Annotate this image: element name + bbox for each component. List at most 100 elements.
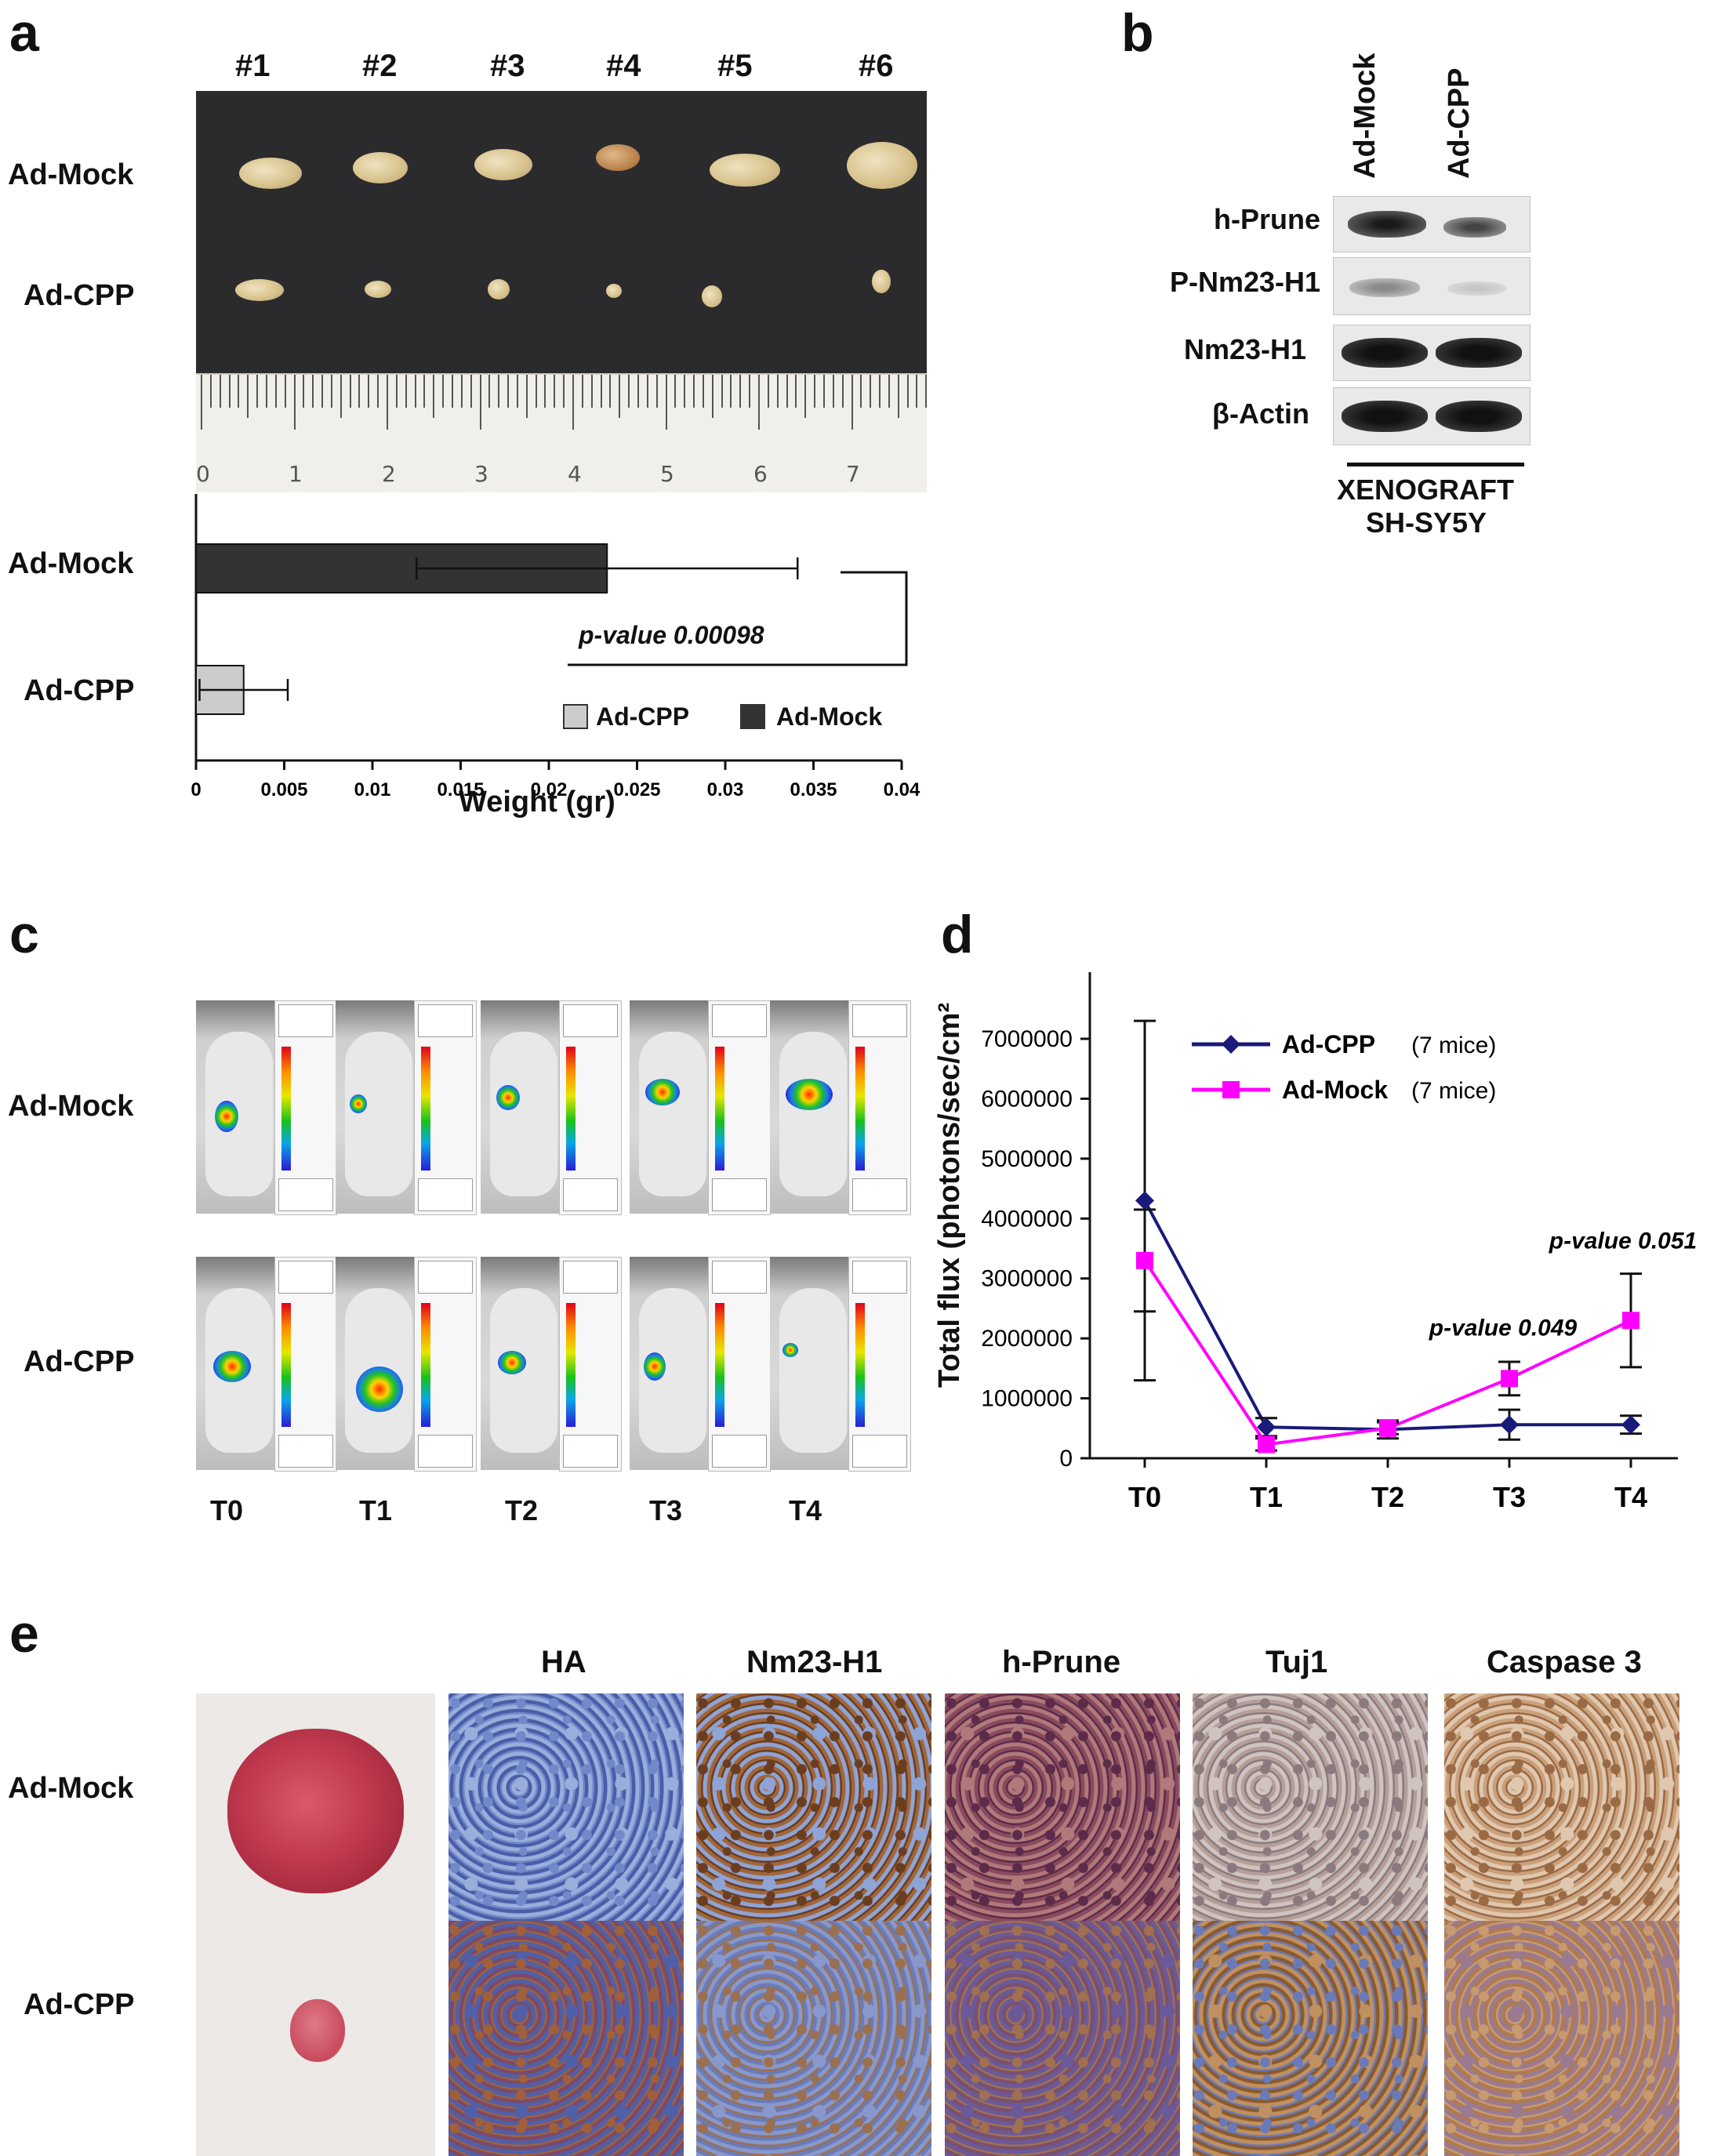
row-label-ad-cpp-e: Ad-CPP [24,1988,135,2021]
luminescence-signal [350,1094,367,1113]
radiance-color-scale [848,1000,911,1215]
tumor-mock-5 [710,154,780,187]
ruler-number: 6 [753,461,768,487]
tumor-mock-2 [353,152,408,183]
band [1342,401,1428,432]
panel-label-d: d [941,905,974,964]
ruler-tick [721,375,723,408]
xenograft-label: XENOGRAFT [1337,474,1515,506]
p-value-annotation-a: p-value 0.00098 [579,621,764,649]
ruler-tick [804,375,807,418]
ruler-tick [377,375,379,408]
x-tick-label: T0 [1128,1481,1161,1513]
mouse-silhouette [779,1032,847,1196]
ruler-tick [395,375,398,408]
blot-nm23-h1 [1333,325,1530,381]
ruler-tick [228,375,231,408]
ruler-tick [451,375,453,408]
radiance-color-scale [274,1257,337,1472]
data-point-ad-mock [1622,1312,1639,1330]
lane-underline [1347,463,1524,466]
color-scale-bar [715,1303,724,1427]
bioluminescence-image [481,1000,567,1214]
timepoint-t4: T4 [789,1494,822,1526]
blot-label-nm23-h1: Nm23-H1 [1184,333,1307,365]
data-point-ad-mock [1258,1436,1275,1454]
color-scale-bar [715,1047,724,1171]
ruler-tick [554,375,556,408]
ruler-tick [488,375,491,408]
tumor-mock-4 [596,144,640,171]
ruler-tick [739,375,742,408]
bioluminescence-image [630,1257,716,1470]
image-info-box [852,1261,907,1294]
radiance-color-scale [274,1000,337,1215]
color-scale-bar [421,1047,430,1171]
ruler-tick [870,375,872,408]
ruler-tick [925,375,927,408]
radiance-color-scale [848,1257,911,1472]
ihc-stain-image [448,1921,684,2156]
column-header-caspase-3: Caspase 3 [1487,1645,1642,1679]
bioluminescence-image [196,1000,282,1214]
data-point-ad-cpp [1135,1191,1154,1210]
color-bar-info-box [712,1435,767,1468]
ruler-tick [460,375,463,408]
x-tick-label: 0.025 [613,779,660,800]
radiance-color-scale [414,1257,477,1472]
x-tick-label: 0.005 [260,779,307,800]
image-info-box [418,1004,473,1037]
image-info-box [278,1261,333,1294]
timepoint-t3: T3 [649,1494,683,1526]
x-axis-label-weight: Weight (gr) [459,786,615,818]
ihc-stain-image [1193,1921,1428,2156]
ruler-tick [433,375,435,418]
data-point-ad-cpp [1621,1415,1640,1435]
x-tick-label: T3 [1493,1481,1526,1513]
blot-label-beta-actin: β-Actin [1212,397,1309,430]
y-tick-label: 0 [1059,1446,1073,1472]
mouse-id-2: #2 [362,49,398,83]
color-bar-info-box [563,1178,618,1211]
ihc-stain-image [696,1693,931,1929]
ihc-stain-image [1444,1921,1679,2156]
ruler-tick [906,375,909,408]
radiance-color-scale [708,1257,771,1472]
ruler-tick [544,375,546,408]
ruler-tick [274,375,277,408]
blot-label-p-nm23-h1: P-Nm23-H1 [1170,266,1321,298]
ruler-tick [628,375,630,408]
ruler-tick [674,375,677,408]
radiance-color-scale [708,1000,771,1215]
color-bar-info-box [712,1178,767,1211]
bioluminescence-image [770,1000,856,1214]
luminescence-signal [356,1367,403,1412]
data-point-ad-mock [1379,1419,1396,1437]
tumor-photo-ad-cpp [196,1921,435,2156]
blot-label-h-prune: h-Prune [1214,203,1321,235]
row-label-ad-cpp: Ad-CPP [24,279,135,312]
tumor-cpp-4 [606,284,622,298]
ruler-tick [655,375,658,408]
x-tick-label: 0.035 [790,779,837,800]
ruler-tick [822,375,825,408]
y-tick-label: 5000000 [981,1146,1073,1172]
timepoint-t0: T0 [210,1494,244,1526]
column-header-nm23-h1: Nm23-H1 [746,1645,883,1679]
color-bar-info-box [852,1178,907,1211]
tumor-photo-ad-mock [196,1693,435,1929]
ihc-stain-image [1193,1693,1428,1929]
data-point-ad-mock [1501,1370,1518,1388]
excised-tumors-photo [196,91,927,373]
color-scale-bar [281,1303,291,1427]
x-tick-label: 0.02 [531,779,568,800]
p-value-annotation: p-value 0.049 [1429,1315,1578,1341]
color-bar-info-box [852,1435,907,1468]
bar-label-ad-cpp: Ad-CPP [24,674,135,707]
color-scale-bar [281,1047,291,1171]
x-tick-label: 0.015 [437,779,484,800]
y-tick-label: 6000000 [981,1086,1073,1112]
y-tick-label: 3000000 [981,1266,1073,1292]
ruler-tick [749,375,751,408]
legend-label-ad-cpp: Ad-CPP [596,702,690,731]
